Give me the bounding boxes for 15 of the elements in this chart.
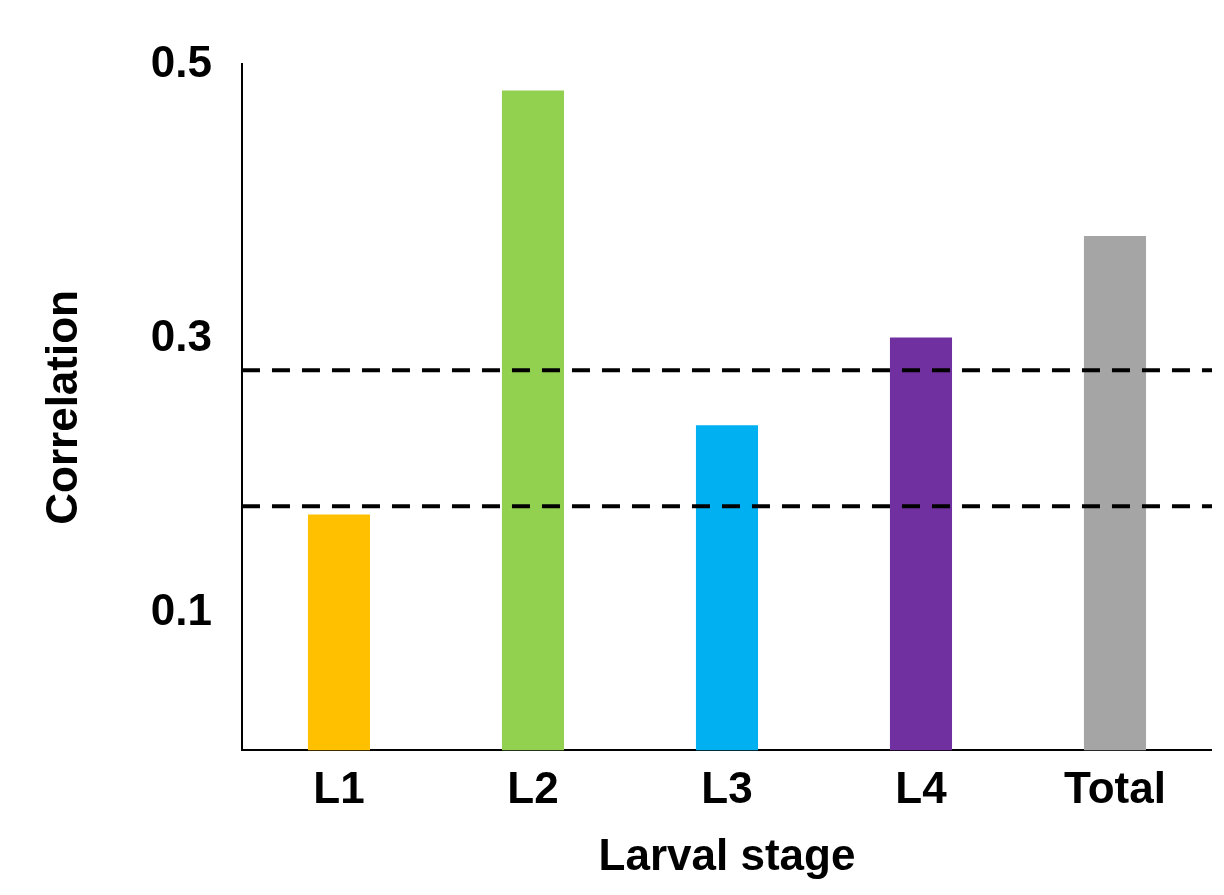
y-axis-title: Correlation <box>36 290 86 525</box>
bar <box>501 90 565 751</box>
bar <box>307 514 371 751</box>
bar <box>695 425 759 751</box>
x-tick-label: L3 <box>701 762 753 812</box>
x-axis-title: Larval stage <box>598 829 856 879</box>
y-tick-label: 0.3 <box>150 310 212 360</box>
bar <box>889 337 953 751</box>
y-tick-label: 0.5 <box>150 36 212 86</box>
x-tick-label: L1 <box>313 762 365 812</box>
x-tick-label: L4 <box>895 762 948 812</box>
y-tick-label: 0.1 <box>150 585 212 635</box>
x-tick-label: Total <box>1064 762 1166 812</box>
x-tick-label: L2 <box>507 762 559 812</box>
bar <box>1083 235 1147 751</box>
